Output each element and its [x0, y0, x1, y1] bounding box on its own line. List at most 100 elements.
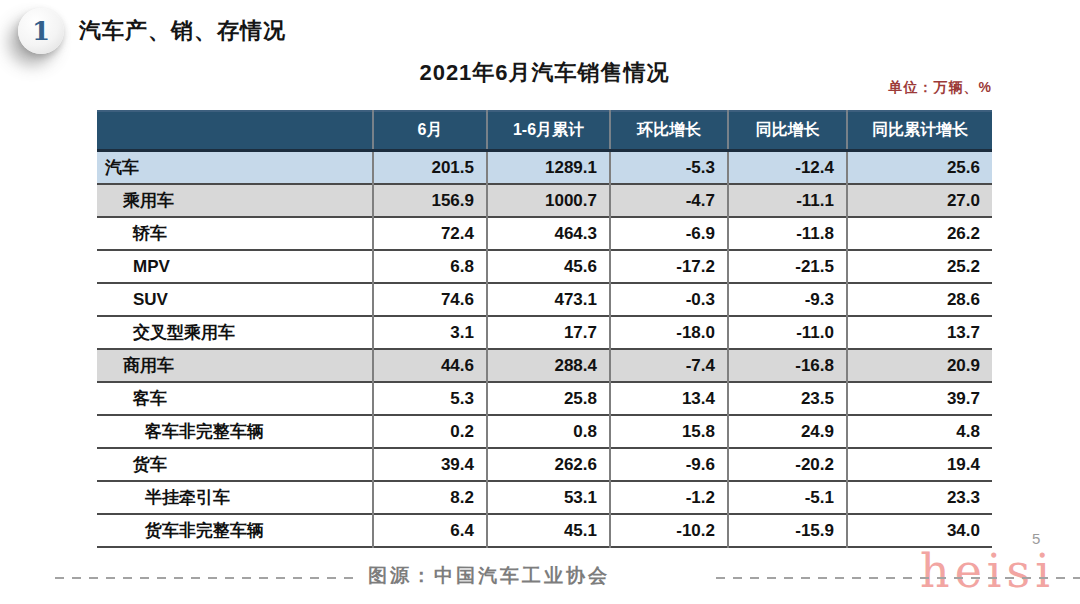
row-label: 交叉型乘用车 — [97, 316, 373, 349]
cell-value: 473.1 — [487, 283, 610, 316]
cell-value: 1000.7 — [487, 184, 610, 217]
column-header-mom: 环比增长 — [610, 111, 728, 151]
cell-value: 6.8 — [373, 250, 487, 283]
cell-value: 262.6 — [487, 448, 610, 481]
watermark: heisi — [920, 544, 1055, 598]
table-body: 汽车201.51289.1-5.3-12.425.6乘用车156.91000.7… — [97, 151, 992, 548]
table-row: 交叉型乘用车3.117.7-18.0-11.013.7 — [97, 316, 992, 349]
cell-value: 464.3 — [487, 217, 610, 250]
cell-value: 25.8 — [487, 382, 610, 415]
footer-dash-right — [716, 577, 1080, 579]
cell-value: -17.2 — [610, 250, 728, 283]
cell-value: 72.4 — [373, 217, 487, 250]
table-row: 客车5.325.813.423.539.7 — [97, 382, 992, 415]
cell-value: 20.9 — [847, 349, 992, 382]
cell-value: 44.6 — [373, 349, 487, 382]
footer-dash-left — [55, 577, 361, 579]
row-label: 商用车 — [97, 349, 373, 382]
auto-sales-table: 6月 1-6月累计 环比增长 同比增长 同比累计增长 汽车201.51289.1… — [97, 110, 992, 548]
table-header-row: 6月 1-6月累计 环比增长 同比增长 同比累计增长 — [97, 111, 992, 151]
cell-value: -12.4 — [728, 151, 847, 185]
cell-value: -20.2 — [728, 448, 847, 481]
table-row: MPV6.845.6-17.2-21.525.2 — [97, 250, 992, 283]
cell-value: -9.6 — [610, 448, 728, 481]
cell-value: 28.6 — [847, 283, 992, 316]
cell-value: -16.8 — [728, 349, 847, 382]
row-label: 客车 — [97, 382, 373, 415]
section-number: 1 — [32, 18, 50, 44]
cell-value: -15.9 — [728, 514, 847, 547]
cell-value: -18.0 — [610, 316, 728, 349]
cell-value: -11.8 — [728, 217, 847, 250]
cell-value: 23.3 — [847, 481, 992, 514]
cell-value: -1.2 — [610, 481, 728, 514]
slide: 1 汽车产、销、存情况 2021年6月汽车销售情况 单位：万辆、% 6月 1-6… — [0, 0, 1080, 604]
cell-value: -10.2 — [610, 514, 728, 547]
cell-value: 8.2 — [373, 481, 487, 514]
cell-value: 45.6 — [487, 250, 610, 283]
cell-value: 3.1 — [373, 316, 487, 349]
row-label: 货车非完整车辆 — [97, 514, 373, 547]
cell-value: 13.7 — [847, 316, 992, 349]
cell-value: 13.4 — [610, 382, 728, 415]
row-label: 客车非完整车辆 — [97, 415, 373, 448]
cell-value: 6.4 — [373, 514, 487, 547]
cell-value: 15.8 — [610, 415, 728, 448]
column-header-yoy-ytd: 同比累计增长 — [847, 111, 992, 151]
cell-value: -7.4 — [610, 349, 728, 382]
cell-value: 201.5 — [373, 151, 487, 185]
row-label: SUV — [97, 283, 373, 316]
cell-value: 5.3 — [373, 382, 487, 415]
source-label: 图源：中国汽车工业协会 — [368, 563, 610, 589]
row-label: 乘用车 — [97, 184, 373, 217]
cell-value: -11.1 — [728, 184, 847, 217]
row-label: 轿车 — [97, 217, 373, 250]
table-row: 货车39.4262.6-9.6-20.219.4 — [97, 448, 992, 481]
column-header-label — [97, 111, 373, 151]
row-label: 货车 — [97, 448, 373, 481]
cell-value: 39.7 — [847, 382, 992, 415]
section-number-badge: 1 — [18, 8, 64, 54]
unit-label: 单位：万辆、% — [889, 79, 992, 97]
cell-value: -5.1 — [728, 481, 847, 514]
cell-value: 39.4 — [373, 448, 487, 481]
column-header-yoy: 同比增长 — [728, 111, 847, 151]
cell-value: 1289.1 — [487, 151, 610, 185]
cell-value: 26.2 — [847, 217, 992, 250]
table-row: 商用车44.6288.4-7.4-16.820.9 — [97, 349, 992, 382]
table-row: 货车非完整车辆6.445.1-10.2-15.934.0 — [97, 514, 992, 547]
cell-value: -0.3 — [610, 283, 728, 316]
cell-value: 0.2 — [373, 415, 487, 448]
cell-value: -5.3 — [610, 151, 728, 185]
cell-value: 19.4 — [847, 448, 992, 481]
cell-value: 17.7 — [487, 316, 610, 349]
cell-value: 4.8 — [847, 415, 992, 448]
cell-value: -6.9 — [610, 217, 728, 250]
cell-value: 25.6 — [847, 151, 992, 185]
cell-value: 24.9 — [728, 415, 847, 448]
cell-value: 25.2 — [847, 250, 992, 283]
cell-value: -4.7 — [610, 184, 728, 217]
table-row: SUV74.6473.1-0.3-9.328.6 — [97, 283, 992, 316]
cell-value: 34.0 — [847, 514, 992, 547]
cell-value: 53.1 — [487, 481, 610, 514]
table-header: 6月 1-6月累计 环比增长 同比增长 同比累计增长 — [97, 111, 992, 151]
table-row: 客车非完整车辆0.20.815.824.94.8 — [97, 415, 992, 448]
table-row: 半挂牵引车8.253.1-1.2-5.123.3 — [97, 481, 992, 514]
table-title: 2021年6月汽车销售情况 — [97, 58, 992, 88]
table-row: 乘用车156.91000.7-4.7-11.127.0 — [97, 184, 992, 217]
table-row: 汽车201.51289.1-5.3-12.425.6 — [97, 151, 992, 185]
table-row: 轿车72.4464.3-6.9-11.826.2 — [97, 217, 992, 250]
cell-value: -11.0 — [728, 316, 847, 349]
cell-value: 0.8 — [487, 415, 610, 448]
cell-value: -9.3 — [728, 283, 847, 316]
cell-value: 288.4 — [487, 349, 610, 382]
cell-value: -21.5 — [728, 250, 847, 283]
row-label: MPV — [97, 250, 373, 283]
cell-value: 27.0 — [847, 184, 992, 217]
cell-value: 45.1 — [487, 514, 610, 547]
cell-value: 23.5 — [728, 382, 847, 415]
cell-value: 156.9 — [373, 184, 487, 217]
row-label: 汽车 — [97, 151, 373, 185]
page-number: 5 — [1032, 530, 1040, 547]
